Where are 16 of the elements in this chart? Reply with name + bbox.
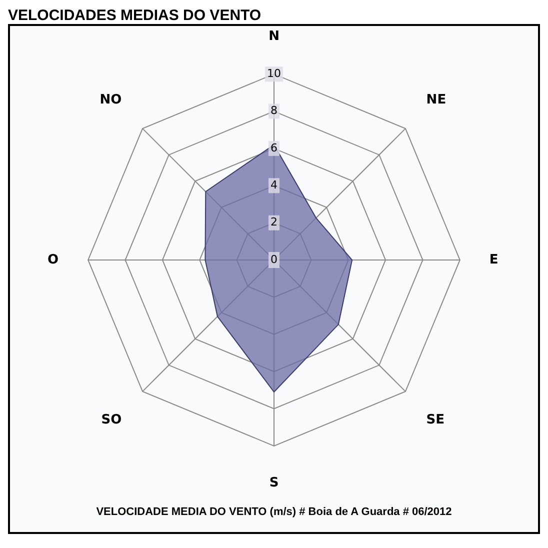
y-tick-label: 6 xyxy=(270,141,278,154)
y-tick-label: 4 xyxy=(270,178,278,192)
spoke-label: N xyxy=(268,29,280,44)
spoke-label: E xyxy=(489,252,498,268)
spoke-label: NO xyxy=(100,92,122,108)
y-tick-label: 2 xyxy=(270,216,278,229)
y-tick-label: 8 xyxy=(270,104,278,118)
y-tick-label: 10 xyxy=(267,66,281,80)
y-tick-label: 0 xyxy=(270,252,278,266)
text: VELOCIDADE MEDIA DO VENTO (m/s) # Boia de A Guarda # 06/2012 xyxy=(95,506,453,518)
spoke-label: SO xyxy=(101,412,122,428)
spoke-label: SE xyxy=(426,412,445,428)
chart-title: VELOCIDADES MEDIAS DO VENTO xyxy=(8,7,262,24)
spoke-label: S xyxy=(269,476,279,491)
spoke-label: O xyxy=(48,252,59,268)
spoke-label: NE xyxy=(426,92,446,108)
